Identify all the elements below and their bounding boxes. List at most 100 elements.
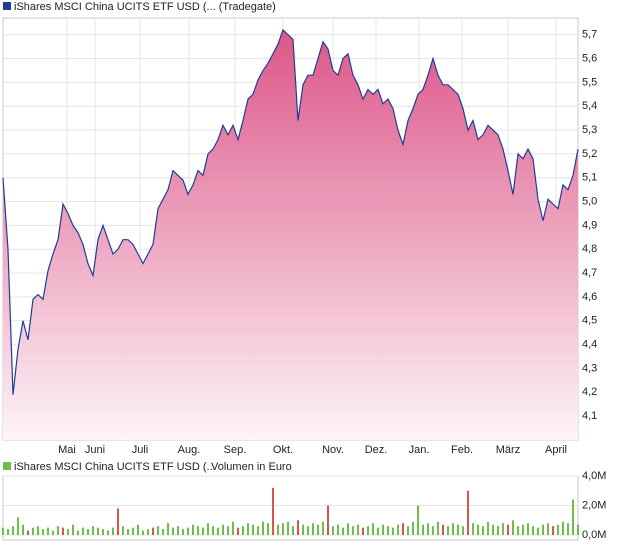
x-tick-label: Dez. <box>365 444 388 456</box>
volume-bar <box>372 523 374 535</box>
area-fill <box>3 29 578 441</box>
volume-bar <box>57 526 59 535</box>
y-tick-label: 5,1 <box>582 172 597 184</box>
x-tick-label: April <box>545 444 567 456</box>
y-tick-label: 4,5 <box>582 315 597 327</box>
y-tick-label: 4,6 <box>582 291 597 303</box>
x-tick-label: Mai <box>58 444 76 456</box>
volume-bar <box>542 524 544 535</box>
legend-unit: Volumen in Euro <box>211 461 292 473</box>
volume-bar <box>472 523 474 535</box>
volume-bar <box>22 524 24 535</box>
volume-bar <box>112 527 114 535</box>
volume-bar <box>297 520 299 535</box>
volume-bar <box>407 526 409 535</box>
volume-bar <box>92 526 94 535</box>
volume-bar <box>567 523 569 535</box>
volume-bar <box>272 487 274 535</box>
volume-bar <box>157 526 159 535</box>
volume-bar <box>432 526 434 535</box>
volume-bar <box>32 527 34 535</box>
volume-bar <box>342 527 344 535</box>
volume-bar <box>247 523 249 535</box>
volume-bar <box>572 499 574 535</box>
volume-bar <box>162 529 164 535</box>
volume-bar <box>217 527 219 535</box>
y-tick-label: 5,0 <box>582 195 597 207</box>
volume-bar <box>132 527 134 535</box>
volume-bar <box>562 521 564 535</box>
volume-bar <box>537 527 539 535</box>
volume-bar <box>322 521 324 535</box>
volume-bar <box>302 524 304 535</box>
legend-swatch <box>3 462 11 470</box>
volume-bar <box>512 520 514 535</box>
volume-bar <box>97 527 99 535</box>
volume-bar <box>447 526 449 535</box>
volume-bar <box>237 527 239 535</box>
legend-label: iShares MSCI China UCITS ETF USD (... <box>14 461 216 473</box>
volume-bar <box>377 527 379 535</box>
volume-bar <box>307 526 309 535</box>
volume-bar <box>402 523 404 535</box>
volume-bar <box>12 526 14 535</box>
volume-bar <box>2 527 4 535</box>
volume-bar <box>47 527 49 535</box>
volume-bar <box>492 524 494 535</box>
volume-bar <box>172 527 174 535</box>
volume-bar <box>27 530 29 535</box>
volume-bar <box>287 521 289 535</box>
volume-bar <box>452 523 454 535</box>
volume-bar <box>197 526 199 535</box>
volume-bar <box>7 529 9 535</box>
volume-bar <box>202 527 204 535</box>
y-tick-label: 5,6 <box>582 52 597 64</box>
volume-bar <box>282 523 284 535</box>
volume-bar <box>412 521 414 535</box>
volume-bar <box>192 524 194 535</box>
volume-bar <box>142 530 144 535</box>
volume-bar <box>462 526 464 535</box>
volume-bar <box>502 523 504 535</box>
volume-bar <box>72 524 74 535</box>
volume-bar <box>362 527 364 535</box>
volume-bar <box>527 523 529 535</box>
legend-swatch <box>3 2 11 10</box>
y-tick-label: 0,0M <box>582 529 606 541</box>
volume-bar <box>67 529 69 535</box>
volume-bar <box>557 524 559 535</box>
volume-bar <box>437 521 439 535</box>
volume-bar <box>487 521 489 535</box>
volume-bar <box>37 526 39 535</box>
volume-bar <box>222 524 224 535</box>
y-tick-label: 4,3 <box>582 362 597 374</box>
y-tick-label: 5,4 <box>582 100 597 112</box>
y-tick-label: 5,2 <box>582 148 597 160</box>
volume-bar <box>397 524 399 535</box>
volume-bar <box>187 527 189 535</box>
x-tick-label: Feb. <box>451 444 473 456</box>
volume-bar <box>547 523 549 535</box>
volume-bar <box>252 524 254 535</box>
legend-label: iShares MSCI China UCITS ETF USD (... (T… <box>14 1 276 13</box>
x-tick-label: Jan. <box>409 444 430 456</box>
volume-bar <box>422 524 424 535</box>
volume-bar <box>577 524 579 535</box>
volume-bar <box>122 526 124 535</box>
price-line <box>2 28 579 395</box>
volume-bar <box>52 530 54 535</box>
volume-bar <box>367 526 369 535</box>
x-tick-label: Aug. <box>178 444 201 456</box>
volume-bar <box>337 524 339 535</box>
volume-bar <box>522 524 524 535</box>
y-tick-label: 5,5 <box>582 76 597 88</box>
volume-bar <box>552 526 554 535</box>
y-tick-label: 2,0M <box>582 499 606 511</box>
volume-bar <box>262 521 264 535</box>
volume-bar <box>427 523 429 535</box>
volume-bar <box>517 526 519 535</box>
x-tick-label: Okt. <box>273 444 293 456</box>
volume-bar <box>17 517 19 535</box>
volume-bar <box>147 529 149 535</box>
